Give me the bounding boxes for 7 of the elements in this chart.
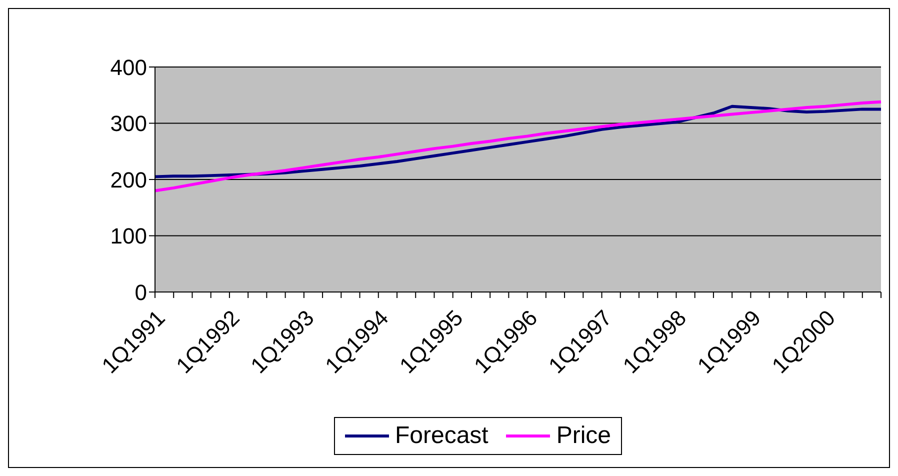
legend-label: Price [556,422,612,450]
legend-label: Forecast [394,422,488,450]
y-tick-label: 100 [110,224,147,249]
y-tick-label: 400 [110,54,147,80]
y-tick-label: 0 [134,280,147,305]
y-tick-label: 200 [110,167,147,192]
y-tick-label: 300 [110,111,147,136]
